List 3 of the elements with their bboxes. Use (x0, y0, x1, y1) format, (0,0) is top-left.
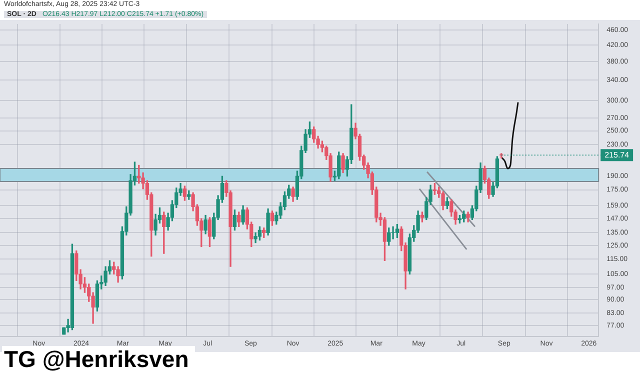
text: TG @Henriksven (2, 346, 195, 372)
annotation: 215.74 (604, 150, 630, 160)
line-series (500, 102, 519, 170)
